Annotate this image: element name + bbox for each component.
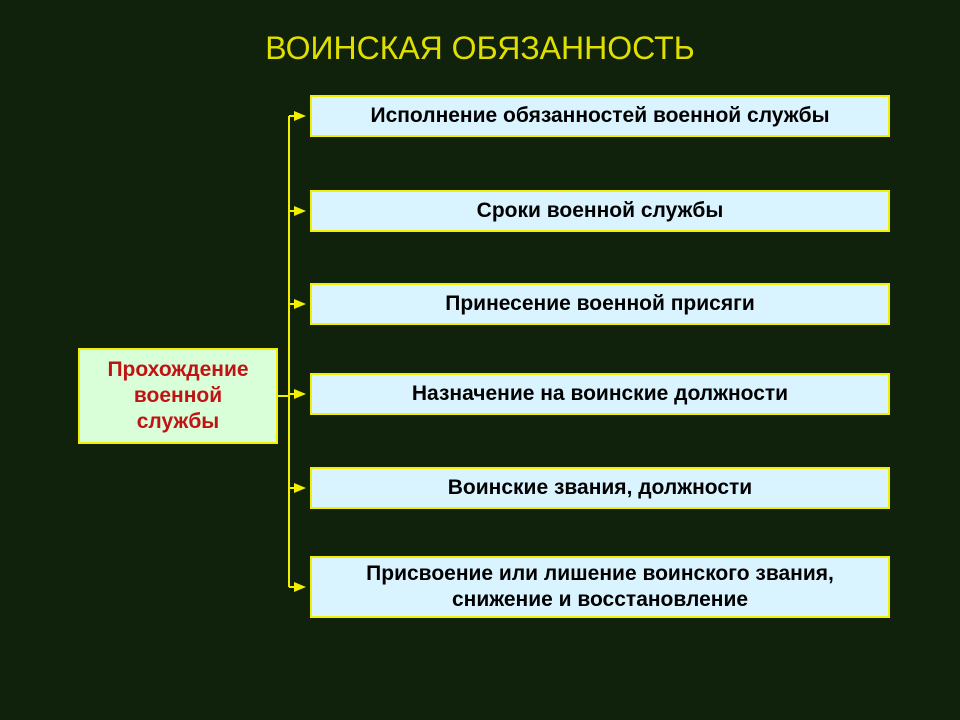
root-node: Прохождение военной службы [78, 348, 278, 444]
branch-node-1: Сроки военной службы [310, 190, 890, 232]
branch-node-4: Воинские звания, должности [310, 467, 890, 509]
branch-node-3: Назначение на воинские должности [310, 373, 890, 415]
branch-node-2: Принесение военной присяги [310, 283, 890, 325]
diagram-canvas: ВОИНСКАЯ ОБЯЗАННОСТЬ Прохождение военной… [0, 0, 960, 720]
diagram-title: ВОИНСКАЯ ОБЯЗАННОСТЬ [0, 30, 960, 67]
branch-node-5: Присвоение или лишение воинского звания,… [310, 556, 890, 618]
branch-node-0: Исполнение обязанностей военной службы [310, 95, 890, 137]
